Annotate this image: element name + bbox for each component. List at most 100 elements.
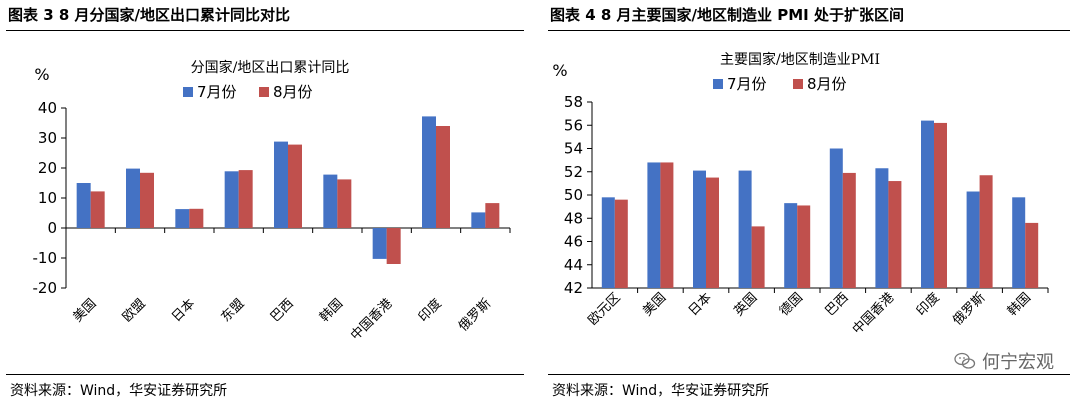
right-y-unit: % [552, 61, 567, 80]
x-tick-label: 巴西 [823, 290, 852, 319]
y-tick-label: -10 [33, 249, 58, 267]
bar-august-1 [90, 191, 105, 228]
x-tick-label: 韩国 [1005, 290, 1034, 319]
bar-august-7 [888, 181, 902, 288]
bar-july-3 [175, 209, 190, 228]
bar-july-7 [372, 228, 387, 259]
watermark-text: 何宁宏观 [982, 352, 1054, 373]
right-source: 资料来源：Wind，华安证券研究所 [552, 383, 770, 399]
y-tick-label: 50 [564, 186, 583, 204]
right-figure-title: 图表 4 8 月主要国家/地区制造业 PMI 处于扩张区间 [550, 6, 904, 24]
legend-swatch-august [259, 87, 269, 97]
legend-label-august: 8月份 [273, 83, 313, 101]
legend-label-july: 7月份 [197, 83, 237, 101]
wechat-icon [954, 352, 976, 369]
y-tick-label: 48 [564, 209, 583, 227]
x-tick-label: 俄罗斯 [950, 290, 988, 328]
left-figure: 图表 3 8 月分国家/地区出口累计同比对比 分国家/地区出口累计同比 % 7月… [0, 0, 530, 410]
left-title-rule [6, 30, 524, 31]
y-tick-label: 20 [38, 159, 57, 177]
bar-july-2 [126, 168, 140, 228]
bar-july-10 [1012, 197, 1026, 288]
left-legend: 7月份 8月份 [183, 83, 313, 101]
right-bar-chart: 主要国家/地区制造业PMI % 7月份 8月份 58 56 54 52 50 48 46 44… [552, 51, 1049, 338]
bar-july-1 [601, 197, 615, 288]
x-tick-label: 印度 [415, 296, 445, 326]
bar-july-9 [471, 212, 486, 228]
left-source-rule [6, 374, 524, 375]
x-tick-label: 欧盟 [120, 296, 149, 325]
legend-swatch-july [713, 79, 723, 89]
right-title-rule [548, 30, 1070, 31]
x-tick-label: 英国 [731, 290, 760, 319]
bar-august-2 [140, 172, 154, 228]
x-tick-label: 俄罗斯 [456, 296, 494, 334]
x-tick-label: 东盟 [218, 296, 247, 325]
bar-july-3 [693, 170, 706, 288]
bar-august-2 [660, 162, 674, 288]
bar-august-8 [934, 122, 947, 288]
right-source-rule [548, 374, 1070, 375]
bar-july-4 [738, 170, 752, 288]
bar-july-6 [323, 174, 338, 228]
x-tick-label: 美国 [640, 290, 669, 319]
x-tick-label: 中国香港 [850, 290, 897, 337]
left-chart-title: 分国家/地区出口累计同比 [191, 59, 350, 76]
y-tick-label: 52 [564, 163, 583, 181]
bar-august-3 [189, 208, 204, 228]
bar-july-9 [966, 191, 980, 288]
x-tick-label: 中国香港 [348, 296, 395, 343]
bar-august-6 [337, 179, 352, 228]
legend-swatch-august [793, 79, 803, 89]
bar-july-8 [921, 120, 934, 288]
bar-july-4 [224, 171, 239, 228]
bar-july-5 [784, 203, 798, 288]
y-tick-label: 58 [564, 93, 583, 111]
left-bar-chart: 分国家/地区出口累计同比 % 7月份 8月份 40 30 20 10 0 -10 -20 美国… [33, 59, 511, 344]
left-source: 资料来源：Wind，华安证券研究所 [10, 383, 228, 399]
bar-august-5 [797, 205, 811, 288]
bar-august-3 [706, 177, 719, 288]
bar-july-6 [829, 148, 843, 288]
bar-july-1 [76, 183, 91, 228]
x-tick-label: 日本 [686, 290, 715, 319]
bar-august-10 [1025, 222, 1039, 288]
bar-august-7 [386, 228, 401, 264]
x-tick-label: 巴西 [268, 296, 297, 325]
bar-august-6 [842, 172, 856, 288]
x-tick-label: 韩国 [317, 296, 346, 325]
x-tick-label: 欧元区 [585, 290, 623, 328]
y-tick-label: 10 [38, 189, 57, 207]
bar-august-4 [238, 170, 253, 228]
x-tick-label: 美国 [70, 296, 99, 325]
bar-august-9 [979, 175, 993, 288]
right-figure: 图表 4 8 月主要国家/地区制造业 PMI 处于扩张区间 主要国家/地区制造业… [542, 0, 1076, 410]
bar-august-5 [288, 144, 302, 228]
bar-august-1 [614, 199, 628, 288]
y-tick-label: 40 [38, 99, 57, 117]
left-figure-title: 图表 3 8 月分国家/地区出口累计同比对比 [8, 6, 291, 24]
legend-label-july: 7月份 [727, 75, 767, 93]
y-tick-label: 0 [47, 219, 57, 237]
legend-label-august: 8月份 [807, 75, 847, 93]
bar-august-9 [485, 203, 500, 228]
y-tick-label: 46 [564, 233, 583, 251]
legend-swatch-july [183, 87, 193, 97]
bar-august-8 [436, 126, 450, 228]
x-tick-label: 日本 [169, 296, 198, 325]
x-tick-label: 德国 [777, 290, 806, 319]
x-tick-label: 印度 [913, 290, 943, 320]
y-tick-label: 30 [38, 129, 57, 147]
y-tick-label: 42 [564, 279, 583, 297]
right-legend: 7月份 8月份 [713, 75, 847, 93]
left-y-unit: % [34, 65, 49, 84]
right-chart-title: 主要国家/地区制造业PMI [720, 51, 880, 68]
bar-august-4 [751, 226, 765, 288]
y-tick-label: 54 [564, 140, 583, 158]
y-tick-label: 44 [564, 256, 583, 274]
bar-july-2 [647, 162, 661, 288]
watermark: 何宁宏观 [954, 348, 1054, 374]
y-tick-label: 56 [564, 116, 583, 134]
bar-july-5 [274, 141, 288, 228]
bar-july-8 [422, 116, 436, 228]
